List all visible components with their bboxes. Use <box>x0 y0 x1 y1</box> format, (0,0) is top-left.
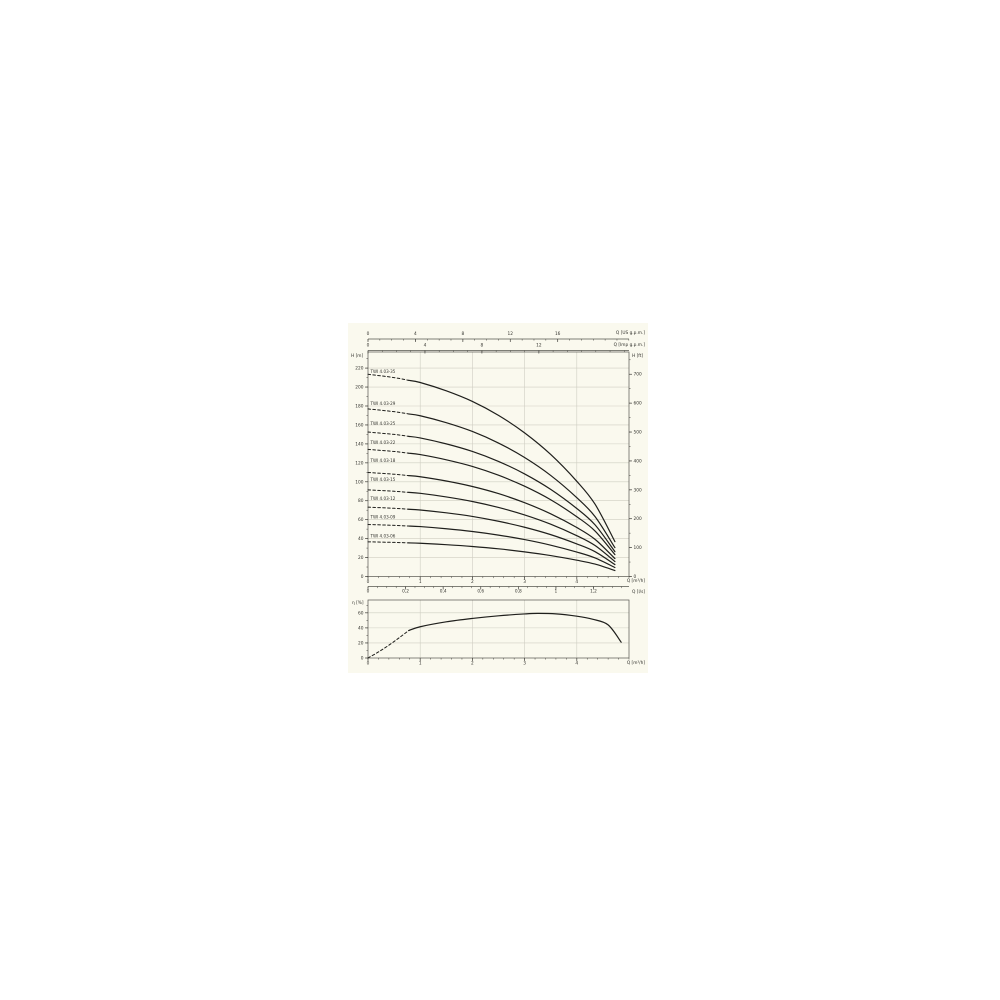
tick-label-m3h-lower: 1 <box>419 661 422 667</box>
pump-curve-18 <box>408 475 616 560</box>
tick-label-ls: 0,4 <box>440 589 447 595</box>
pump-curve-22 <box>408 452 616 556</box>
tick-label-head-m: 60 <box>358 517 364 523</box>
axis-title-q-m3h-upper: Q [m³/h] <box>626 579 645 584</box>
tick-label-head-m: 180 <box>355 403 363 409</box>
tick-label-us: 16 <box>555 331 561 337</box>
pump-curve-15 <box>408 491 616 563</box>
tick-label-head-m: 220 <box>355 366 363 372</box>
chart-canvas: 0 4 8 12 160 4 8 120 0,2 0,4 0,6 0,8 1 1,20 1 2 3 4020406… <box>355 331 642 667</box>
pump-curve-label: TWI 4.03-18 <box>370 458 396 463</box>
pump-curve-dashed-6 <box>367 541 410 544</box>
tick-label-imp: 0 <box>367 343 370 349</box>
tick-label-m3h-upper: 1 <box>419 579 422 585</box>
pump-curve-dashed-18 <box>367 471 410 477</box>
pump-curve-dashed-22 <box>367 448 410 454</box>
tick-label-us: 4 <box>414 331 417 337</box>
pump-curve-12 <box>408 508 616 566</box>
tick-label-eta: 0 <box>361 656 364 662</box>
pump-curve-dashed-25 <box>367 431 410 437</box>
axis-title-head-ft: H [ft] <box>632 353 644 359</box>
tick-label-ls: 0,6 <box>477 589 484 595</box>
pump-curve-29 <box>408 413 616 549</box>
tick-label-head-ft: 700 <box>634 372 642 378</box>
tick-label-m3h-upper: 2 <box>471 579 474 585</box>
axis-title-q-ls: Q [l/s] <box>632 589 645 595</box>
axis-title-us-gpm: Q [US g.p.m.] <box>615 331 645 336</box>
tick-label-eta: 60 <box>358 610 364 616</box>
pump-curve-label: TWI 4.03-09 <box>370 515 396 520</box>
tick-label-imp: 8 <box>481 343 484 349</box>
tick-label-head-ft: 200 <box>634 516 642 522</box>
tick-label-eta: 40 <box>358 625 364 631</box>
pump-curve-label: TWI 4.03-35 <box>370 369 396 374</box>
tick-label-head-m: 140 <box>355 441 363 447</box>
pump-curve-9 <box>408 525 616 569</box>
axis-title-q-m3h-lower: Q [m³/h] <box>626 661 645 666</box>
tick-label-m3h-lower: 2 <box>471 661 474 667</box>
tick-label-head-m: 80 <box>358 498 364 504</box>
tick-label-m3h-lower: 4 <box>575 661 578 667</box>
tick-label-m3h-upper: 0 <box>367 579 370 585</box>
pump-curve-dashed-9 <box>367 524 410 527</box>
tick-label-m3h-lower: 3 <box>523 661 526 667</box>
pump-curve-25 <box>408 435 616 553</box>
efficiency-curve-dashed <box>367 630 410 659</box>
pump-curve-label: TWI 4.03-12 <box>370 496 396 501</box>
tick-label-head-m: 40 <box>358 536 364 542</box>
tick-label-head-m: 100 <box>355 479 363 485</box>
tick-label-m3h-upper: 4 <box>575 579 578 585</box>
axis-title-imp-gpm: Q [Imp g.p.m.] <box>613 342 645 348</box>
tick-label-ls: 1 <box>555 589 558 595</box>
pump-performance-chart-panel: 0 4 8 12 16 0 4 8 12 0 0,2 0,4 0,6 0,8 1 1,2 0 1 2 3 4 0 20 40 6… <box>348 323 648 673</box>
pump-curve-dashed-15 <box>367 489 410 493</box>
pump-curve-label: TWI 4.03-06 <box>370 534 396 539</box>
tick-label-head-ft: 500 <box>634 430 642 436</box>
tick-label-head-m: 200 <box>355 385 363 391</box>
tick-label-ls: 0 <box>367 589 370 595</box>
tick-label-imp: 4 <box>424 343 427 349</box>
tick-label-head-ft: 600 <box>634 401 642 407</box>
tick-label-us: 0 <box>367 331 370 337</box>
tick-label-eta: 20 <box>358 640 364 646</box>
tick-label-imp: 12 <box>536 343 542 349</box>
tick-label-ls: 0,2 <box>402 589 409 595</box>
lower-plot-border <box>367 599 630 659</box>
tick-label-head-m: 0 <box>361 574 364 580</box>
tick-label-head-ft: 300 <box>634 487 642 493</box>
pump-curve-35 <box>408 379 616 543</box>
tick-label-head-ft: 400 <box>634 458 642 464</box>
tick-label-head-m: 20 <box>358 555 364 561</box>
upper-plot-border <box>367 351 630 577</box>
pump-curve-6 <box>408 542 616 572</box>
tick-label-head-ft: 0 <box>634 574 637 580</box>
axis-title-head-m: H [m] <box>351 353 364 359</box>
pump-curve-label: TWI 4.03-25 <box>370 421 396 426</box>
pump-curve-dashed-35 <box>367 373 410 381</box>
tick-label-us: 8 <box>461 331 464 337</box>
tick-label-m3h-upper: 3 <box>523 579 526 585</box>
tick-label-m3h-lower: 0 <box>367 661 370 667</box>
pump-curve-label: TWI 4.03-22 <box>370 440 396 445</box>
pump-curve-label: TWI 4.03-15 <box>370 477 396 482</box>
efficiency-curve <box>408 612 622 643</box>
tick-label-us: 12 <box>508 331 514 337</box>
tick-label-head-m: 160 <box>355 422 363 428</box>
pump-curve-dashed-29 <box>367 408 410 415</box>
tick-label-ls: 0,8 <box>515 589 522 595</box>
tick-label-ls: 1,2 <box>590 589 597 595</box>
tick-label-head-ft: 100 <box>634 545 642 551</box>
axis-title-eta: η [%] <box>352 601 364 606</box>
tick-label-head-m: 120 <box>355 460 363 466</box>
pump-curve-dashed-12 <box>367 506 410 510</box>
pump-curve-label: TWI 4.03-29 <box>370 401 396 406</box>
